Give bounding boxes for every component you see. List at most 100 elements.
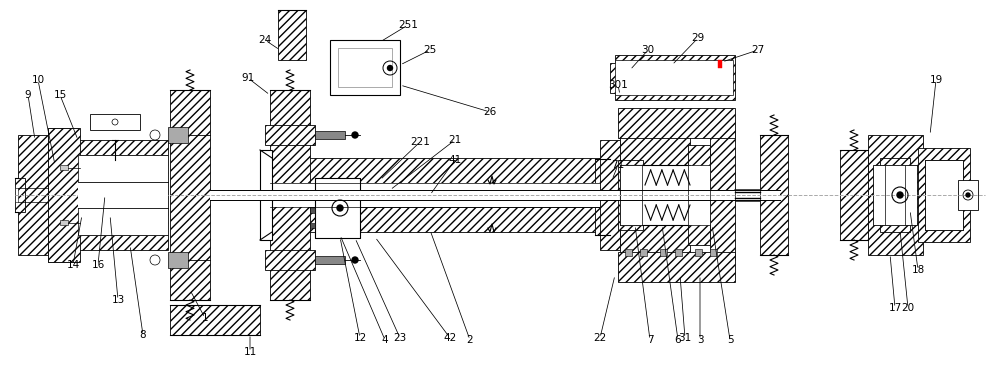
Text: 14: 14 [66,260,80,270]
Bar [18,135,48,255]
Bar [15,178,25,212]
Bar [610,63,620,93]
Bar [873,165,917,225]
Bar [270,207,600,232]
Text: 11: 11 [243,347,257,357]
Circle shape [897,192,903,198]
Text: 15: 15 [53,90,67,100]
Bar [78,182,168,208]
Bar [60,220,68,225]
Text: 30: 30 [641,45,655,55]
Bar [265,250,315,270]
Bar [210,190,780,200]
Bar [885,165,905,225]
Bar [620,115,690,165]
Bar [620,165,642,225]
Bar [315,256,345,264]
Text: 25: 25 [423,45,437,55]
Bar [315,178,360,238]
Bar [735,189,760,201]
Text: 12: 12 [353,333,367,343]
Bar [78,140,168,155]
Bar [618,108,735,138]
Text: 42: 42 [443,333,457,343]
Bar [618,252,735,282]
Text: 3: 3 [697,335,703,345]
Text: 41: 41 [448,155,462,165]
Circle shape [337,205,343,211]
Text: 26: 26 [483,107,497,117]
Bar [168,127,188,143]
Text: 29: 29 [691,33,705,43]
Bar [710,249,717,256]
Bar [618,160,643,230]
Bar [625,249,632,256]
Bar [958,180,978,210]
Bar [918,148,970,242]
Text: 19: 19 [929,75,943,85]
Bar [278,10,306,60]
Text: 301: 301 [608,80,628,90]
Text: 31: 31 [678,333,692,343]
Text: 7: 7 [647,335,653,345]
Bar [710,130,735,260]
Circle shape [388,66,392,71]
Bar [330,40,400,95]
Bar [270,158,600,183]
Bar [688,145,710,245]
Bar [15,188,18,202]
Bar [600,140,620,250]
Bar [78,235,168,250]
Bar [660,249,667,256]
Bar [880,158,910,232]
Text: 2: 2 [467,335,473,345]
Text: 1: 1 [202,313,208,323]
Bar [48,128,80,262]
Bar [48,128,78,262]
Bar [270,183,600,207]
Text: 9: 9 [25,90,31,100]
Bar [595,207,610,235]
Text: 91: 91 [241,73,255,83]
Text: 27: 27 [751,45,765,55]
Bar [925,160,963,230]
Text: 22: 22 [593,333,607,343]
Text: 21: 21 [448,135,462,145]
Bar [78,155,168,235]
Text: 4: 4 [382,335,388,345]
Text: 5: 5 [727,335,733,345]
Text: 6: 6 [675,335,681,345]
Bar [595,159,610,187]
Text: 23: 23 [393,333,407,343]
Bar [695,249,702,256]
Bar [315,131,345,139]
Bar [78,155,168,195]
Bar [620,225,690,275]
Text: 71: 71 [611,160,625,170]
Bar [260,150,272,240]
Bar [640,249,647,256]
Text: 13: 13 [111,295,125,305]
Bar [60,165,68,170]
Bar [90,114,140,130]
Text: 18: 18 [911,265,925,275]
Text: 16: 16 [91,260,105,270]
Text: 8: 8 [140,330,146,340]
Bar [925,160,963,230]
Text: 10: 10 [31,75,45,85]
Bar [760,135,788,255]
Bar [615,55,735,100]
Bar [840,150,868,240]
Bar [615,60,733,95]
Bar [620,165,690,225]
Circle shape [352,257,358,263]
Bar [170,305,260,335]
Text: 221: 221 [410,137,430,147]
Bar [170,90,210,300]
Text: 251: 251 [398,20,418,30]
Text: 17: 17 [888,303,902,313]
Bar [688,165,710,225]
Bar [338,48,392,87]
Bar [78,195,168,235]
Circle shape [966,193,970,197]
